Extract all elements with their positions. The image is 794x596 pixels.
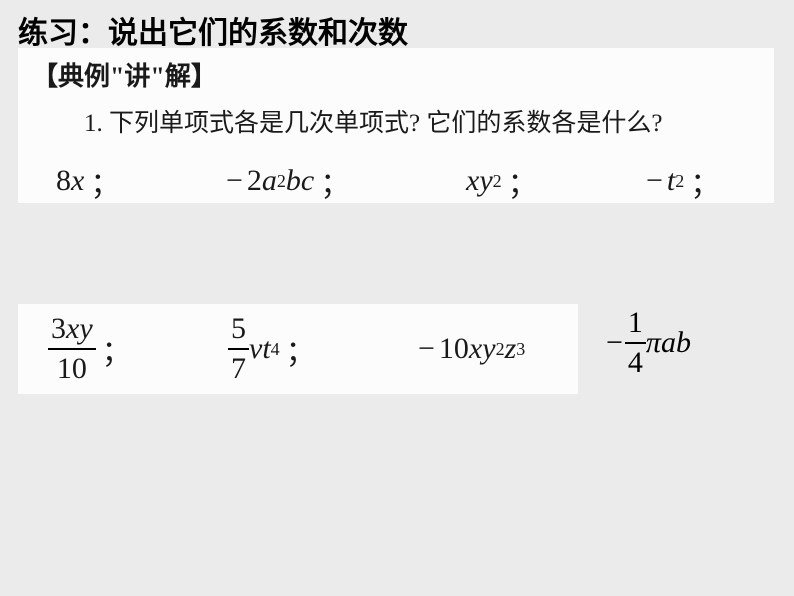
coef: 2 [247, 164, 262, 198]
fraction: 5 7 [228, 314, 249, 384]
semi: ； [102, 327, 132, 371]
example-box: 【典例"讲"解】 1. 下列单项式各是几次单项式? 它们的系数各是什么? 8x；… [18, 48, 774, 203]
expr-3xy-over-10: 3xy 10 ； [48, 314, 228, 384]
denominator: 7 [228, 350, 249, 384]
minus: − [226, 164, 243, 198]
minus: − [606, 326, 623, 360]
numerator: 3xy [48, 314, 96, 348]
numerator: 1 [625, 308, 646, 342]
semi: ； [320, 159, 350, 203]
semi: ； [286, 327, 316, 371]
semi: ； [690, 159, 720, 203]
title-text-1: 练习：说出它们的系 [18, 17, 288, 50]
fraction: 3xy 10 [48, 314, 96, 384]
example-heading: 【典例"讲"解】 [32, 56, 760, 93]
numerator: 5 [228, 314, 249, 348]
expression-row-1: 8x； −2a2bc； xy2； −t2； [32, 159, 760, 203]
expr-5over7-vt4: 5 7 vt4； [228, 314, 418, 384]
expression-row-2: 3xy 10 ； 5 7 vt4； −10xy2z3 [18, 304, 578, 394]
var-t: t [667, 164, 675, 198]
var: xy [66, 312, 93, 345]
expr-neg-2a2bc: −2a2bc； [226, 159, 466, 203]
var-xy: xy [469, 332, 496, 366]
semi: ； [90, 159, 120, 203]
var-a: a [262, 164, 277, 198]
pi: π [646, 326, 661, 360]
expr-xy2: xy2； [466, 159, 646, 203]
question-text: 1. 下列单项式各是几次单项式? 它们的系数各是什么? [84, 103, 760, 139]
denominator: 10 [54, 350, 90, 384]
expr-neg-t2: −t2； [646, 159, 720, 203]
minus: − [646, 164, 663, 198]
semi: ； [508, 159, 538, 203]
expr-neg-quarter-pi-ab: − 1 4 πab [606, 308, 691, 378]
var-xy: xy [466, 164, 493, 198]
var: x [71, 164, 84, 198]
coef: 10 [439, 332, 469, 366]
var-z: z [505, 332, 517, 366]
minus: − [418, 332, 435, 366]
expr-8x: 8x； [56, 159, 226, 203]
var-ab: ab [661, 326, 691, 360]
page-title: 练习：说出它们的系数和次数 [18, 8, 408, 52]
title-text-2: 数和次数 [288, 17, 408, 52]
var-bc: bc [286, 164, 314, 198]
denominator: 4 [625, 344, 646, 378]
fraction: 1 4 [625, 308, 646, 378]
coef: 3 [51, 312, 66, 345]
expr-neg-10xy2z3: −10xy2z3 [418, 332, 525, 366]
var-vt: vt [249, 332, 271, 366]
coef: 8 [56, 164, 71, 198]
